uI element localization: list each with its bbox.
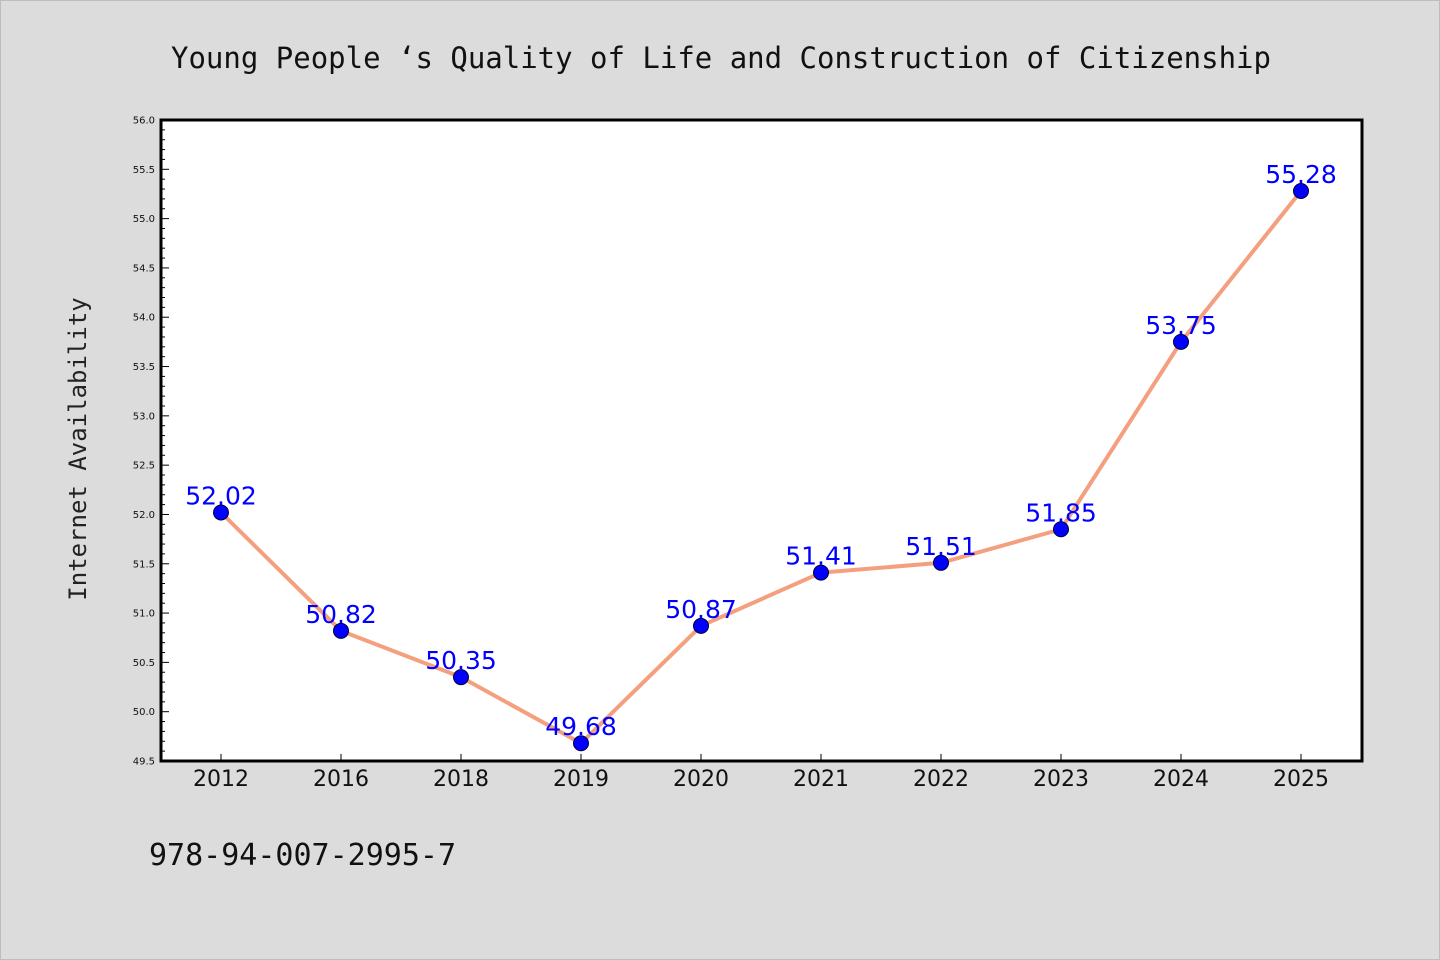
y-tick-label: 52.0 xyxy=(133,510,155,521)
x-tick-label: 2023 xyxy=(1033,767,1089,792)
data-point-marker xyxy=(1173,333,1189,350)
data-label: 52.02 xyxy=(185,481,257,510)
plot-area xyxy=(159,118,1364,763)
data-point-marker xyxy=(333,622,349,639)
x-tick-label: 2025 xyxy=(1273,767,1329,792)
x-tick-label: 2022 xyxy=(913,767,969,792)
x-tick-label: 2012 xyxy=(193,767,249,792)
y-tick-label: 49.5 xyxy=(133,757,155,768)
y-tick-label: 56.0 xyxy=(133,116,155,127)
y-tick-label: 50.5 xyxy=(133,658,155,669)
chart-title: Young People ‘s Quality of Life and Cons… xyxy=(171,41,1271,75)
data-label: 53.75 xyxy=(1145,311,1217,340)
y-tick-label: 53.5 xyxy=(133,362,155,373)
y-tick-label: 52.5 xyxy=(133,461,155,472)
data-label: 50.87 xyxy=(665,595,737,624)
data-point-marker xyxy=(933,554,949,571)
data-point-marker xyxy=(1053,521,1069,538)
data-point-marker xyxy=(693,617,709,634)
x-tick-label: 2024 xyxy=(1153,767,1209,792)
y-tick-label: 53.0 xyxy=(133,411,155,422)
y-tick-label: 54.0 xyxy=(133,313,155,324)
data-label: 49.68 xyxy=(545,712,617,741)
data-label: 55.28 xyxy=(1265,160,1337,189)
data-point-marker xyxy=(213,504,229,521)
data-label: 51.51 xyxy=(905,532,977,561)
data-label: 50.35 xyxy=(425,646,497,675)
y-axis: 49.5 50.0 50.5 51.0 51.5 52.0 52.5 53.0 53.5 54.0… xyxy=(133,116,169,768)
data-point-marker xyxy=(573,735,589,752)
series-line-path xyxy=(219,189,1303,746)
series-line xyxy=(213,183,1309,752)
data-point-marker xyxy=(813,564,829,581)
footer-code: 978-94-007-2995-7 xyxy=(149,838,456,873)
x-tick-label: 2018 xyxy=(433,767,489,792)
x-tick-label: 2020 xyxy=(673,767,729,792)
y-axis-label: Internet Availability xyxy=(64,297,92,600)
y-tick-label: 51.0 xyxy=(133,609,155,620)
data-label: 50.82 xyxy=(305,600,377,629)
y-tick-label: 51.5 xyxy=(133,559,155,570)
data-labels: 52.02 50.82 50.35 49.68 50.87 51.41 51.51 51.85… xyxy=(185,160,1337,741)
data-label: 51.85 xyxy=(1025,498,1097,527)
y-tick-label: 55.0 xyxy=(133,214,155,225)
y-tick-label: 54.5 xyxy=(133,263,155,274)
data-point-marker xyxy=(1293,183,1309,200)
x-axis: 2012 2016 2018 2019 2020 2021 2022 2023 2024 2025 xyxy=(193,754,1329,792)
x-tick-label: 2019 xyxy=(553,767,609,792)
y-tick-label: 55.5 xyxy=(133,165,155,176)
x-tick-label: 2021 xyxy=(793,767,849,792)
y-tick-label: 50.0 xyxy=(133,707,155,718)
data-label: 51.41 xyxy=(785,542,857,571)
data-point-marker xyxy=(453,669,469,686)
x-tick-label: 2016 xyxy=(313,767,369,792)
